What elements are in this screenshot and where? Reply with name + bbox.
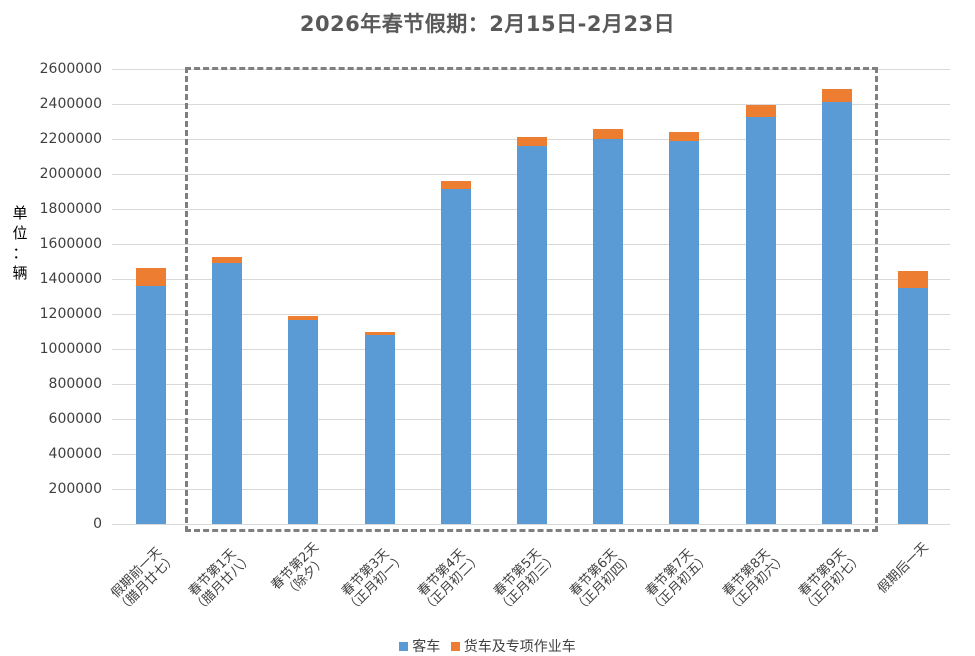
x-tick-label: 春节第4天 （正月初二）	[409, 540, 485, 616]
bar-stack	[898, 270, 928, 524]
bar-segment-freight	[593, 129, 624, 139]
bar-stack	[212, 256, 243, 524]
bar-segment-freight	[669, 132, 700, 141]
legend-item-freight: 货车及专项作业车	[450, 636, 576, 656]
y-tick-label: 800000	[48, 376, 102, 392]
y-tick-label: 2400000	[39, 96, 102, 112]
bar-segment-passenger	[364, 334, 395, 524]
y-axis-label-char: 辆	[12, 264, 28, 282]
bar-segment-passenger	[212, 263, 243, 524]
bar-segment-freight	[517, 137, 547, 146]
gridline	[112, 104, 950, 105]
bar-segment-passenger	[821, 102, 852, 524]
y-tick-label: 1800000	[39, 201, 102, 217]
bar-stack	[517, 137, 547, 524]
bar-segment-freight	[440, 181, 471, 189]
y-tick-label: 2000000	[39, 166, 102, 182]
y-tick-label: 600000	[48, 411, 102, 427]
y-tick-label: 0	[93, 516, 102, 532]
legend-swatch-orange-icon	[450, 641, 460, 651]
bar-segment-freight	[136, 267, 166, 286]
bar-stack	[669, 132, 700, 524]
bar-segment-passenger	[593, 138, 624, 524]
legend-label: 客车	[412, 639, 441, 655]
bar-stack	[136, 267, 166, 524]
legend-label: 货车及专项作业车	[463, 639, 576, 655]
y-axis-label-char: 位	[12, 224, 28, 242]
bar-stack	[440, 181, 471, 524]
y-tick-label: 1400000	[39, 271, 102, 287]
bar-stack	[288, 315, 319, 524]
bar-segment-freight	[898, 270, 928, 288]
bar-segment-freight	[288, 315, 319, 321]
x-tick-label: 春节第5天 （正月初三）	[485, 540, 561, 616]
y-tick-label: 200000	[48, 481, 102, 497]
x-tick-label: 春节第3天 （正月初一）	[332, 540, 409, 616]
bar-stack	[593, 129, 624, 524]
bar-stack	[821, 88, 852, 524]
x-tick-label: 春节第7天 （正月初五）	[637, 540, 714, 616]
bar-segment-passenger	[440, 188, 471, 524]
bar-segment-passenger	[669, 140, 700, 524]
bar-stack	[364, 332, 395, 524]
bar-segment-freight	[364, 332, 395, 335]
x-tick-label: 春节第2天 （除夕）	[269, 540, 333, 604]
x-tick-label: 春节第1天 （腊月廿八）	[180, 540, 256, 616]
y-tick-label: 1200000	[39, 306, 102, 322]
y-tick-label: 400000	[48, 446, 102, 462]
bar-segment-passenger	[288, 320, 319, 524]
legend-swatch-blue-icon	[399, 641, 409, 651]
x-tick-label: 假期前一天 （腊月廿七）	[104, 540, 180, 617]
y-axis-label: 单 位 ： 辆	[10, 203, 30, 283]
bar-segment-freight	[745, 105, 776, 118]
gridline	[112, 524, 950, 525]
y-axis-label-char: 单	[12, 204, 28, 222]
bar-segment-passenger	[745, 117, 776, 524]
bar-segment-passenger	[517, 145, 547, 524]
x-tick-label: 假期后一天	[875, 540, 932, 597]
bar-segment-freight	[821, 88, 852, 103]
chart-title: 2026年春节假期：2月15日-2月23日	[299, 12, 676, 36]
bar-segment-freight	[212, 256, 243, 264]
bar-segment-passenger	[136, 285, 166, 524]
y-tick-label: 2200000	[39, 131, 102, 147]
x-tick-label: 春节第9天 （正月初七）	[790, 540, 866, 616]
y-tick-label: 2600000	[39, 61, 102, 77]
x-tick-label: 春节第6天 （正月初四）	[561, 540, 637, 616]
y-axis-label-char: ：	[12, 244, 28, 262]
bar-segment-passenger	[898, 287, 928, 524]
bar-stack	[745, 105, 776, 524]
x-tick-label: 春节第8天 （正月初六）	[713, 540, 790, 616]
y-tick-label: 1000000	[39, 341, 102, 357]
holiday-period-highlight-box	[185, 67, 878, 532]
x-tick-label-line1: 假期后一天	[875, 540, 932, 597]
legend: 客车 货车及专项作业车	[0, 636, 975, 656]
y-tick-label: 1600000	[39, 236, 102, 252]
legend-item-passenger: 客车	[399, 636, 440, 656]
